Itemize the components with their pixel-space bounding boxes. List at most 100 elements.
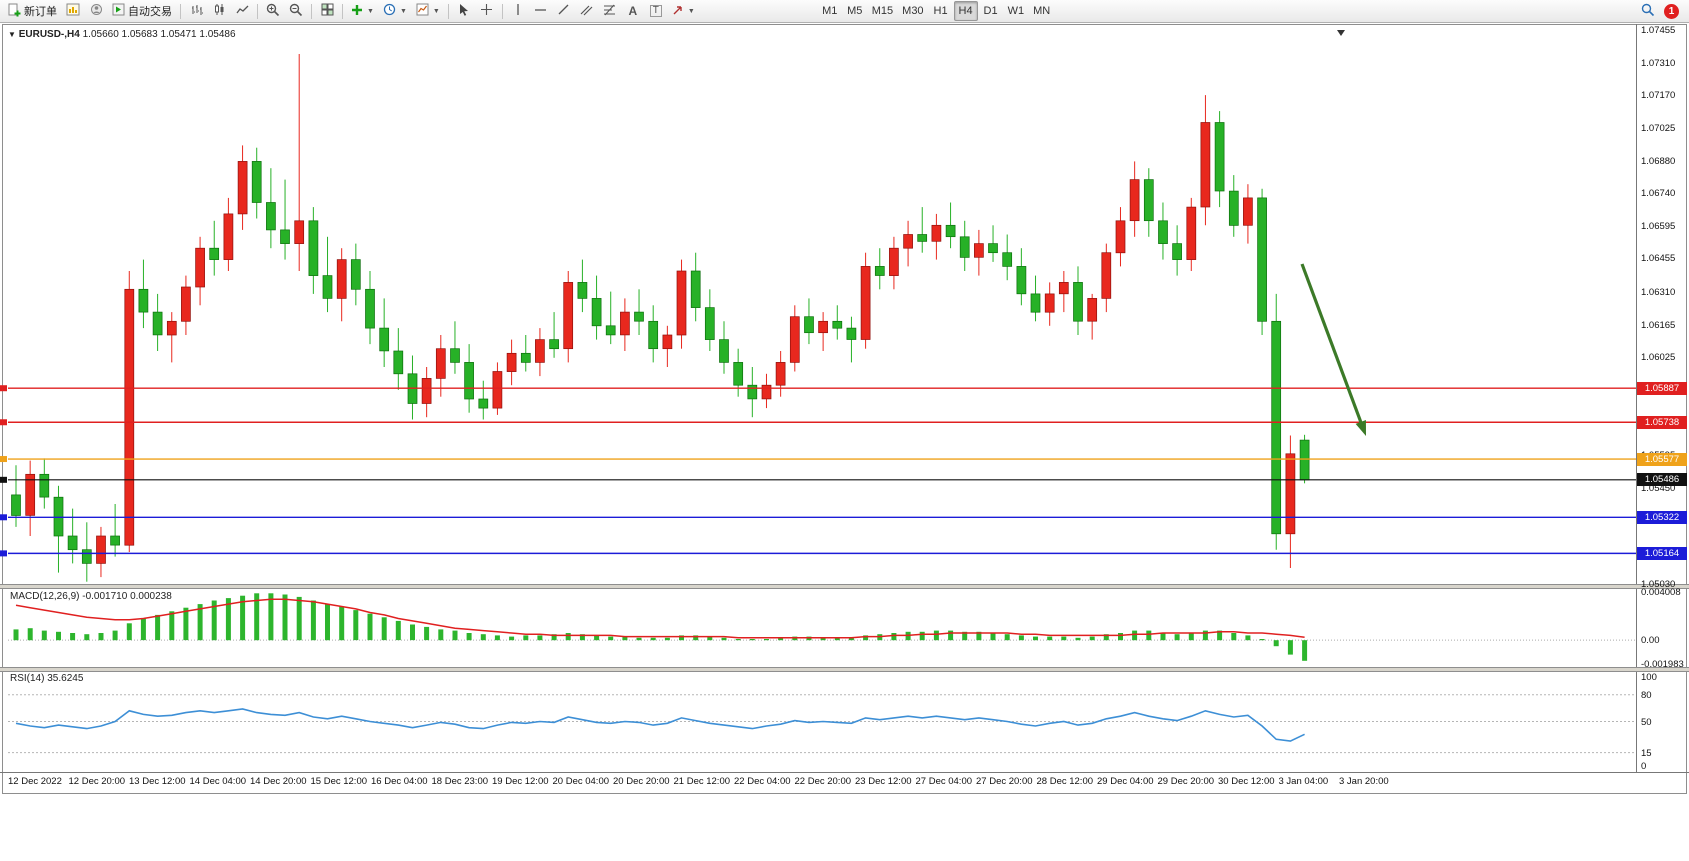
- timeframe-d1-button[interactable]: D1: [979, 1, 1003, 21]
- price-scale-label: 1.06455: [1641, 253, 1676, 265]
- search-button[interactable]: [1637, 1, 1659, 21]
- timeframe-m30-button[interactable]: M30: [898, 1, 927, 21]
- channel-icon: [580, 3, 593, 19]
- timeframe-h1-button[interactable]: H1: [929, 1, 953, 21]
- template-chart-icon: [416, 3, 429, 19]
- time-axis-label: 23 Dec 12:00: [855, 776, 912, 787]
- timeframe-w1-button[interactable]: W1: [1004, 1, 1029, 21]
- horizontal-line-icon: [534, 5, 547, 18]
- arrows-tool-button[interactable]: ▼: [668, 1, 699, 21]
- time-axis-label: 20 Dec 04:00: [552, 776, 610, 787]
- level-price-tag: 1.05164: [1637, 546, 1687, 560]
- auto-trading-label: 自动交易: [128, 6, 172, 18]
- rsi-scale-label: 100: [1641, 672, 1657, 683]
- trendline-icon: [557, 3, 570, 19]
- time-axis-separator: [0, 772, 1689, 773]
- time-axis-label: 16 Dec 04:00: [371, 776, 428, 787]
- price-scale-label: 1.06310: [1641, 286, 1676, 298]
- level-price-tag: 1.05887: [1637, 381, 1687, 395]
- channel-tool-button[interactable]: [576, 1, 598, 21]
- horizontal-line-tool-button[interactable]: [530, 1, 552, 21]
- timeframe-group: M1 M5 M15 M30 H1 H4 D1 W1 MN: [818, 1, 1054, 21]
- indicators-button[interactable]: ▼: [347, 1, 378, 21]
- zoom-out-button[interactable]: [285, 1, 307, 21]
- chart-plot-area[interactable]: [8, 28, 1636, 584]
- candlestick-mode-button[interactable]: [208, 1, 230, 21]
- crosshair-icon: [480, 3, 493, 19]
- time-axis-label: 27 Dec 20:00: [976, 776, 1033, 787]
- vertical-line-tool-button[interactable]: [507, 1, 529, 21]
- time-axis-label: 14 Dec 20:00: [250, 776, 307, 787]
- time-axis-label: 15 Dec 12:00: [310, 776, 368, 787]
- ohlc-values: 1.05660 1.05683 1.05471 1.05486: [82, 29, 236, 40]
- text-label-tool-button[interactable]: T: [645, 1, 667, 21]
- new-chart-button[interactable]: [62, 1, 84, 21]
- current-price-tag: 1.05486: [1637, 473, 1687, 487]
- profiles-button[interactable]: [85, 1, 107, 21]
- time-axis-label: 22 Dec 20:00: [794, 776, 852, 787]
- rsi-scale-label: 15: [1641, 747, 1652, 759]
- zoom-in-icon: [266, 3, 280, 20]
- fibonacci-tool-button[interactable]: [599, 1, 621, 21]
- price-scale-label: 1.06025: [1641, 351, 1676, 363]
- timeframe-h4-button[interactable]: H4: [953, 1, 978, 21]
- rsi-value: 35.6245: [47, 673, 84, 684]
- price-scale-separator: [1636, 24, 1637, 772]
- notification-badge[interactable]: 1: [1664, 3, 1679, 19]
- timeframe-mn-button[interactable]: MN: [1029, 1, 1054, 21]
- search-icon: [1641, 3, 1655, 20]
- macd-name: MACD(12,26,9): [10, 591, 80, 602]
- periods-button[interactable]: ▼: [379, 1, 411, 21]
- time-axis-label: 12 Dec 20:00: [68, 776, 126, 787]
- time-axis-label: 29 Dec 20:00: [1157, 776, 1215, 787]
- bar-chart-mode-button[interactable]: [185, 1, 207, 21]
- new-order-icon: [8, 3, 21, 20]
- panel-divider-rsi[interactable]: [0, 667, 1689, 672]
- price-scale-label: 1.06595: [1641, 221, 1676, 233]
- symbol-ohlc-label: ▼ EURUSD-,H4 1.05660 1.05683 1.05471 1.0…: [8, 29, 236, 40]
- time-axis-label: 12 Dec 2022: [8, 776, 62, 787]
- time-axis-label: 28 Dec 12:00: [1036, 776, 1094, 787]
- time-axis-label: 19 Dec 12:00: [492, 776, 549, 787]
- timeframe-m1-button[interactable]: M1: [818, 1, 842, 21]
- new-chart-icon: [66, 3, 80, 19]
- trendline-tool-button[interactable]: [553, 1, 575, 21]
- auto-trading-icon: [112, 3, 125, 19]
- main-toolbar: 新订单 自动交易: [0, 0, 1689, 23]
- macd-value: -0.001710: [82, 591, 128, 602]
- time-axis-label: 3 Jan 20:00: [1339, 776, 1389, 787]
- zoom-in-button[interactable]: [262, 1, 284, 21]
- tile-windows-button[interactable]: [316, 1, 338, 21]
- collapse-triangle-icon[interactable]: ▼: [8, 30, 16, 39]
- text-icon: A: [628, 4, 638, 18]
- time-axis-label: 30 Dec 12:00: [1218, 776, 1275, 787]
- text-tool-button[interactable]: A: [622, 1, 644, 21]
- time-axis-label: 13 Dec 12:00: [129, 776, 186, 787]
- panel-divider-macd[interactable]: [0, 584, 1689, 589]
- level-price-tag: 1.05322: [1637, 510, 1687, 524]
- new-order-button[interactable]: 新订单: [4, 1, 61, 21]
- crosshair-tool-button[interactable]: [476, 1, 498, 21]
- price-scale-label: 1.07170: [1641, 90, 1676, 102]
- auto-trading-button[interactable]: 自动交易: [108, 1, 176, 21]
- timeframe-m15-button[interactable]: M15: [868, 1, 897, 21]
- macd-scale-label: 0.004008: [1641, 587, 1681, 598]
- price-scale-label: 1.07455: [1641, 25, 1676, 36]
- macd-scale-label: -0.001983: [1641, 659, 1684, 670]
- arrow-shape-icon: [672, 4, 684, 19]
- level-price-tag: 1.05577: [1637, 452, 1687, 466]
- indicators-plus-icon: [351, 4, 363, 19]
- price-scale-label: 1.06880: [1641, 156, 1676, 168]
- candlestick-icon: [213, 3, 226, 19]
- rsi-name: RSI(14): [10, 673, 45, 684]
- timeframe-m5-button[interactable]: M5: [843, 1, 867, 21]
- toolbar-separator: [447, 3, 449, 19]
- time-axis-label: 29 Dec 04:00: [1097, 776, 1154, 787]
- cursor-tool-button[interactable]: [453, 1, 475, 21]
- rsi-scale-label: 80: [1641, 689, 1652, 701]
- templates-button[interactable]: ▼: [412, 1, 444, 21]
- price-scale-label: 1.06740: [1641, 188, 1676, 200]
- line-chart-mode-button[interactable]: [231, 1, 253, 21]
- dropdown-caret-icon: ▼: [399, 7, 407, 15]
- text-label-icon: T: [649, 5, 662, 17]
